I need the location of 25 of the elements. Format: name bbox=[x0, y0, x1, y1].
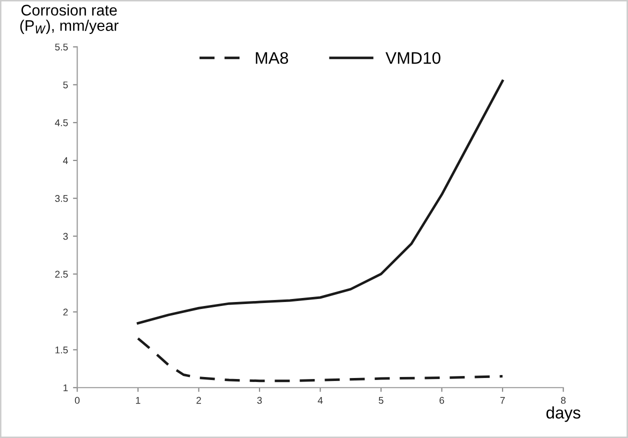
y-tick-label: 3.5 bbox=[55, 195, 68, 202]
line-series bbox=[136, 337, 504, 382]
x-tick-label: 8 bbox=[561, 396, 566, 404]
y-tick-label: 4.5 bbox=[54, 119, 68, 126]
y-tick-label: 2 bbox=[63, 308, 68, 316]
y-tick-label: 4 bbox=[63, 157, 68, 164]
x-axis-title: days bbox=[546, 406, 580, 422]
y-tick-label: 5.5 bbox=[55, 44, 68, 50]
line-series bbox=[136, 80, 504, 325]
y-tick-label: 2.5 bbox=[55, 270, 68, 278]
legend-label: MA8 bbox=[256, 52, 288, 64]
x-tick-label: 4 bbox=[318, 397, 323, 404]
x-tick-label: 0 bbox=[74, 396, 80, 404]
y-axis-title: Corrosion rate (P$_{W}$), mm/year bbox=[20, 4, 119, 34]
x-tick-label: 7 bbox=[500, 397, 505, 404]
x-tick-label: 5 bbox=[378, 397, 384, 404]
x-tick-label: 1 bbox=[136, 397, 140, 404]
y-tick-label: 1.5 bbox=[55, 346, 68, 354]
x-tick-label: 6 bbox=[440, 396, 444, 404]
y-tick-label: 1 bbox=[64, 384, 68, 392]
y-tick-label: 5 bbox=[63, 82, 68, 88]
x-tick-label: 3 bbox=[257, 396, 262, 404]
x-tick-label: 2 bbox=[196, 396, 201, 404]
y-tick-label: 3 bbox=[63, 232, 68, 240]
legend-label: VMD10 bbox=[386, 52, 440, 64]
